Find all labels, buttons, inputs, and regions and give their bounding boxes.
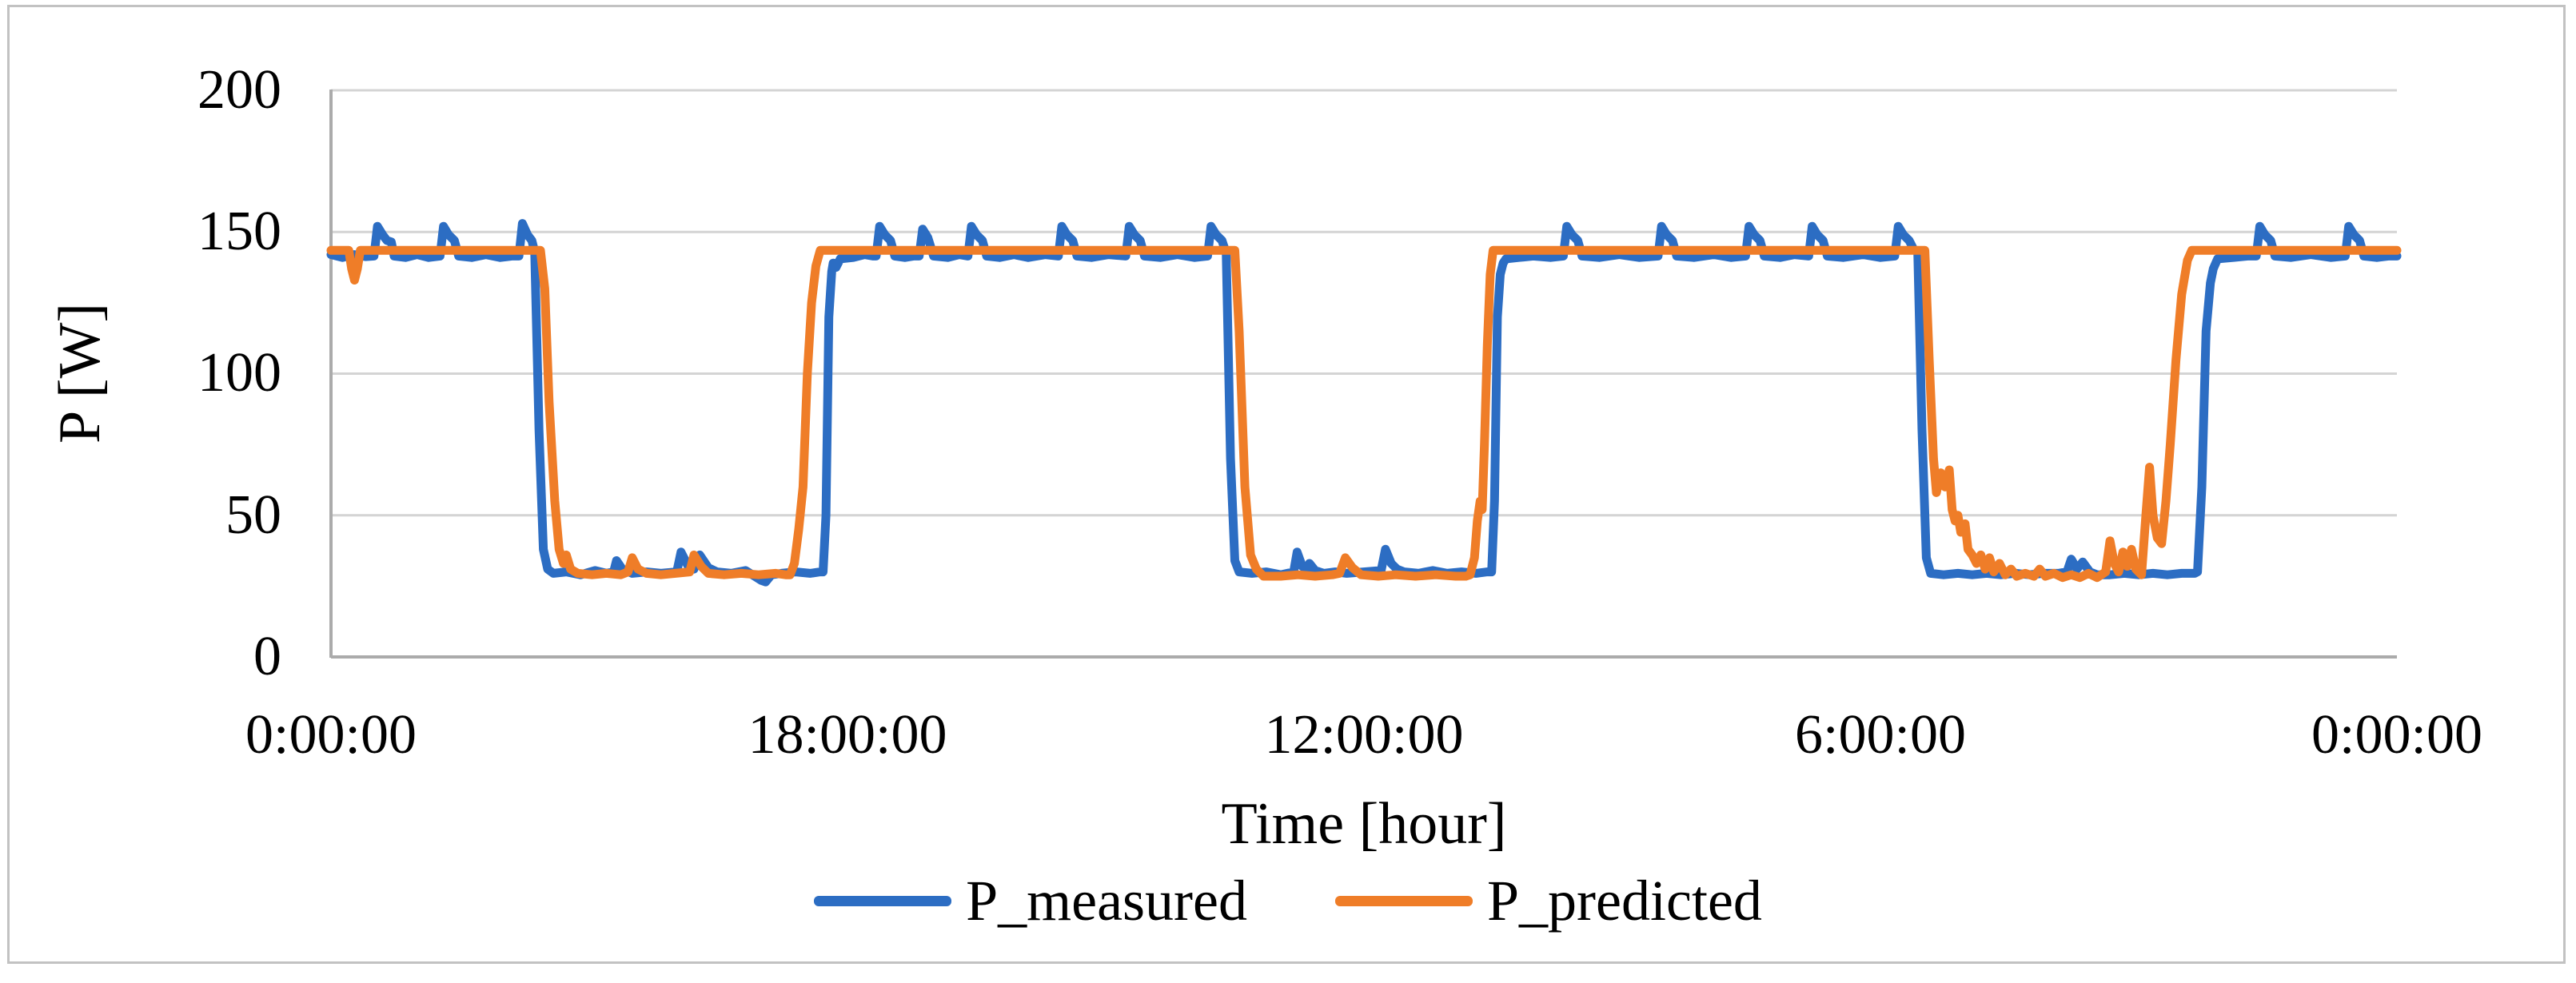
legend: P_measured P_predicted (0, 865, 2576, 937)
x-tick-18h: 18:00:00 (748, 704, 947, 766)
legend-item-predicted: P_predicted (1335, 865, 1762, 937)
y-axis-title: P [W] (47, 302, 113, 444)
y-tick-100: 100 (197, 342, 281, 404)
x-axis-title: Time [hour] (1221, 791, 1507, 857)
y-tick-200: 200 (197, 59, 281, 121)
legend-label-predicted: P_predicted (1487, 869, 1762, 933)
y-tick-0: 0 (253, 626, 281, 687)
y-tick-50: 50 (225, 484, 281, 546)
legend-label-measured: P_measured (966, 869, 1247, 933)
x-tick-0h: 0:00:00 (245, 704, 417, 766)
predicted-line-swatch (1335, 895, 1473, 906)
x-tick-54h: 6:00:00 (1795, 704, 1966, 766)
x-tick-36h: 12:00:00 (1264, 704, 1464, 766)
legend-item-measured: P_measured (814, 865, 1247, 937)
y-tick-150: 150 (197, 201, 281, 262)
chart-outer-border (7, 5, 2566, 964)
measured-line-swatch (814, 895, 952, 906)
x-tick-72h: 0:00:00 (2311, 704, 2482, 766)
